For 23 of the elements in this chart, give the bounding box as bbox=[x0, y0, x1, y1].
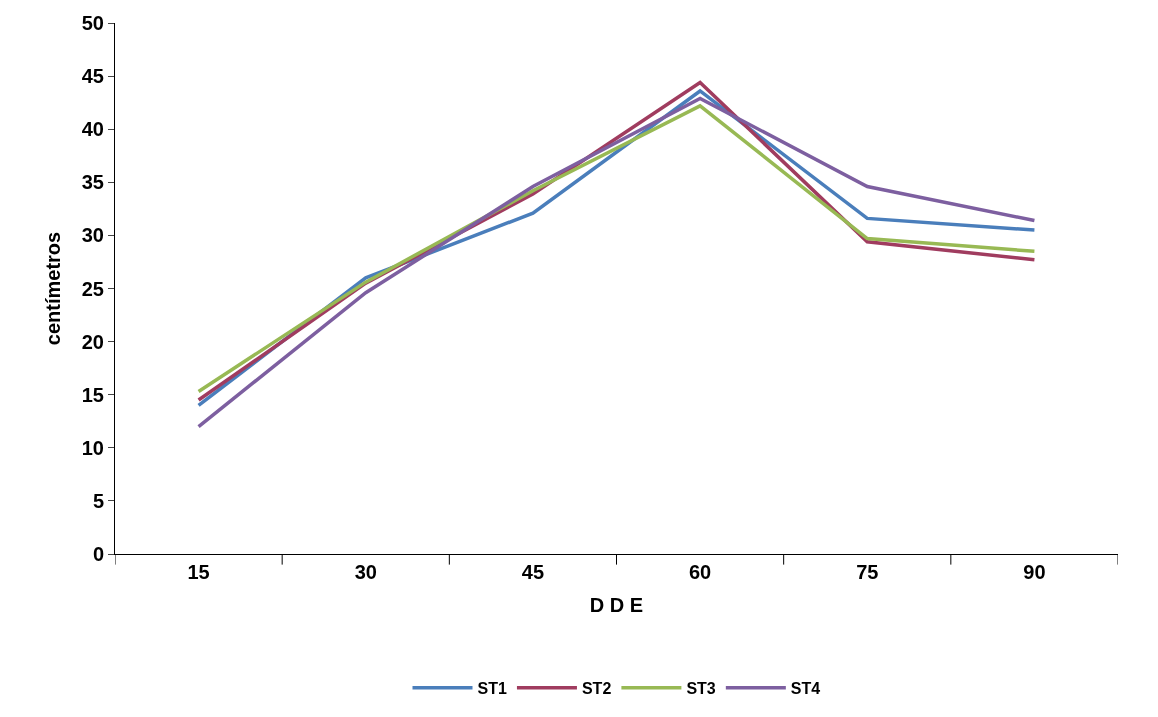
y-tick-label: 10 bbox=[81, 436, 104, 459]
x-tick-label: 30 bbox=[354, 561, 377, 583]
y-tick-label: 25 bbox=[81, 277, 104, 300]
x-tick-label: 15 bbox=[187, 561, 210, 583]
x-tick-label: 45 bbox=[521, 561, 545, 583]
y-axis-title: centímetros bbox=[42, 231, 65, 346]
y-tick-label: 5 bbox=[92, 489, 104, 512]
legend-label: ST1 bbox=[477, 679, 507, 697]
x-tick-label: 60 bbox=[688, 561, 712, 583]
y-tick-label: 0 bbox=[92, 543, 104, 565]
y-tick-label: 50 bbox=[81, 12, 104, 34]
legend-label: ST2 bbox=[581, 679, 612, 697]
legend-label: ST4 bbox=[790, 679, 821, 697]
y-tick-label: 45 bbox=[81, 65, 104, 88]
y-tick-label: 40 bbox=[81, 118, 104, 141]
x-axis-title: D D E bbox=[589, 593, 644, 616]
x-tick-label: 75 bbox=[856, 561, 879, 583]
y-tick-label: 35 bbox=[81, 171, 104, 194]
y-tick-label: 15 bbox=[81, 383, 104, 406]
y-tick-label: 30 bbox=[81, 224, 104, 247]
legend-label: ST3 bbox=[686, 679, 716, 697]
y-tick-label: 20 bbox=[81, 330, 104, 353]
x-tick-label: 90 bbox=[1023, 561, 1046, 583]
